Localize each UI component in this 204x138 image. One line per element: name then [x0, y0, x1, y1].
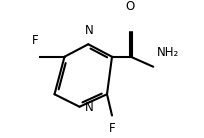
Text: NH₂: NH₂ [156, 47, 179, 59]
Text: O: O [125, 0, 134, 13]
Text: N: N [84, 24, 93, 37]
Text: F: F [32, 34, 38, 47]
Text: F: F [109, 122, 115, 135]
Text: N: N [84, 101, 93, 114]
